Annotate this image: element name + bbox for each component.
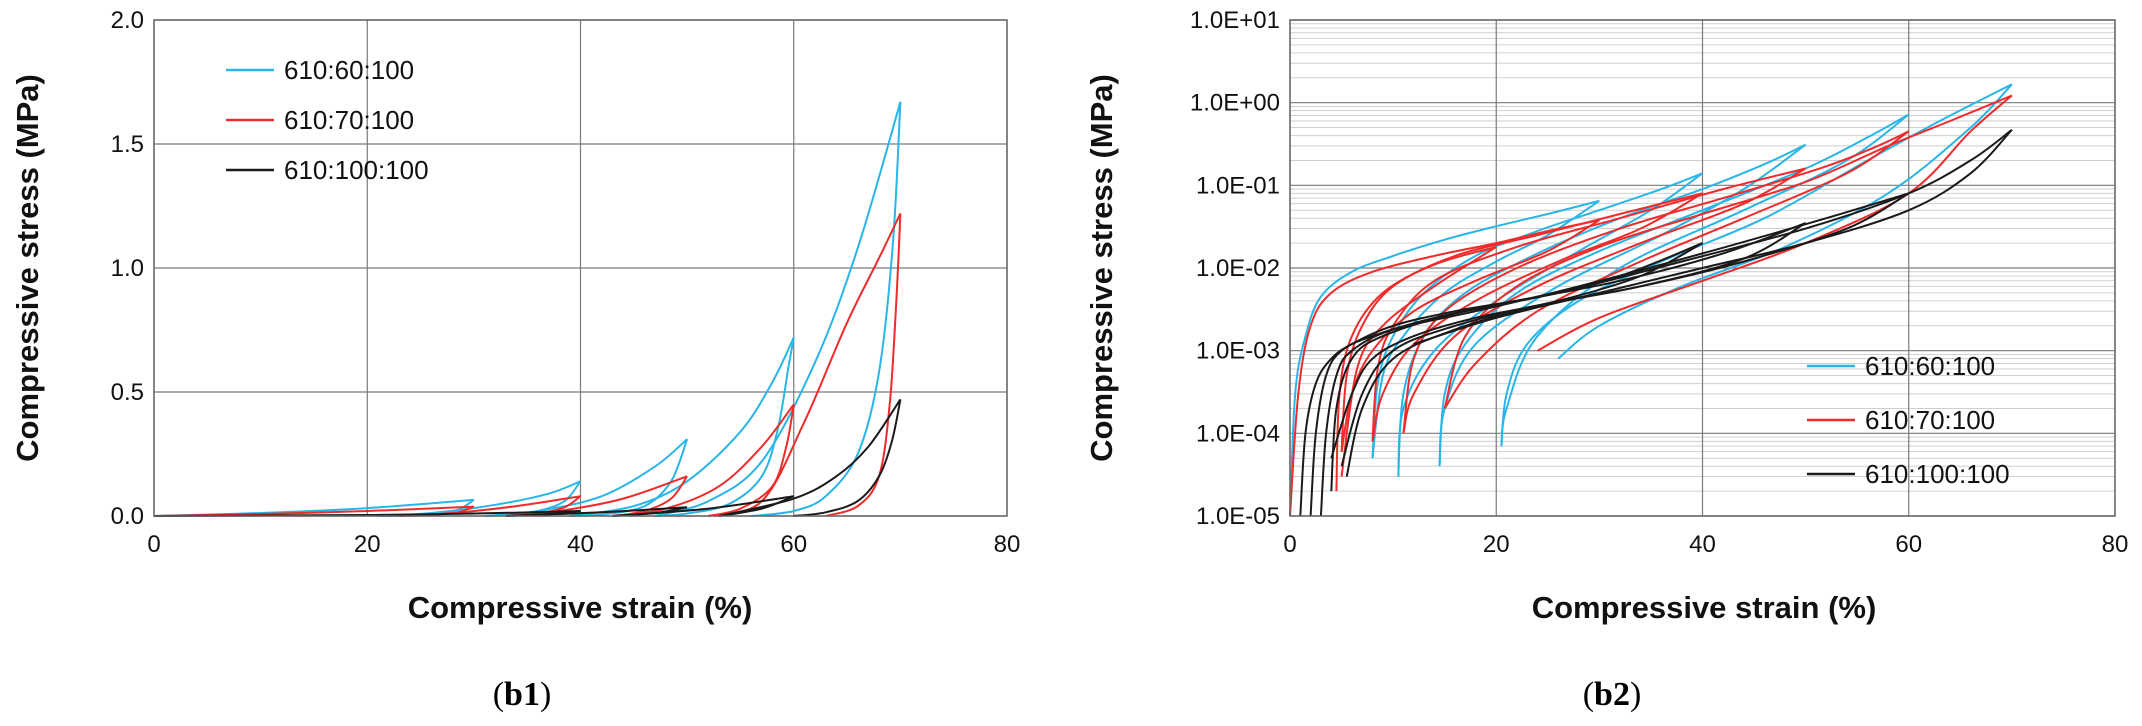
b2-series-1-cycle-4-load — [1443, 94, 2013, 409]
b1-x-tick-label: 40 — [567, 531, 594, 558]
b2-plot-frame — [1289, 19, 2116, 517]
b1-series-0-cycle-4-unload — [750, 101, 902, 517]
b2-series-1-cycle-5-load — [1335, 245, 1497, 492]
b2-series-0-cycle-1-load — [1371, 172, 1703, 459]
chart-b1: 0.0 0.5 1.0 1.5 2.0 0 20 40 60 80 Compressive st… — [10, 7, 1020, 713]
b2-y-tick-label: 1.0E-05 — [1196, 503, 1280, 530]
b1-plot-frame — [153, 19, 1008, 517]
b2-x-tick-labels: 0 20 40 60 80 — [1283, 531, 2128, 558]
b1-legend-label: 610:100:100 — [284, 155, 429, 185]
b1-y-tick-label: 0.5 — [111, 379, 144, 406]
b1-series-2-cycle-3-load — [718, 398, 902, 517]
b2-series-1-cycle-3-unload — [1443, 130, 1910, 409]
b2-series-1-cycle-0-load — [1289, 219, 1600, 517]
b1-series-2-cycle-2-load — [612, 495, 794, 517]
b1-x-tick-label: 0 — [147, 531, 160, 558]
b2-legend: 610:60:100 610:70:100 610:100:100 — [1807, 351, 2010, 489]
b2-series-1-cycle-2-load — [1371, 167, 1806, 442]
b1-panel-label: (b1) — [493, 676, 552, 713]
b1-y-tick-label: 2.0 — [111, 7, 144, 34]
b1-series-1-cycle-4-unload — [825, 213, 902, 517]
b1-x-tick-label: 20 — [354, 531, 381, 558]
b2-x-tick-label: 80 — [2102, 531, 2129, 558]
b2-legend-label: 610:70:100 — [1865, 405, 1995, 435]
b2-series-0-cycle-3-unload — [1500, 113, 1910, 447]
b2-x-tick-label: 60 — [1895, 531, 1922, 558]
b2-series-1-cycle-2-unload — [1402, 167, 1807, 434]
b2-series-0-cycle-1-unload — [1397, 172, 1704, 477]
chart-b2: 1.0E-05 1.0E-04 1.0E-03 1.0E-02 1.0E-01 1.0E+… — [1084, 7, 2128, 713]
b2-series-2-cycle-3-unload — [1413, 129, 2013, 346]
b1-series-1-cycle-3-load — [612, 403, 795, 517]
b1-y-tick-label: 1.0 — [111, 255, 144, 282]
b1-x-axis-title: Compressive strain (%) — [408, 590, 753, 625]
b2-x-tick-label: 40 — [1689, 531, 1716, 558]
b1-series-0-cycle-2-unload — [569, 438, 689, 517]
b1-series-0-cycle-3-load — [569, 336, 795, 517]
b1-y-tick-label: 1.5 — [111, 131, 144, 158]
b2-series-2-cycle-3-load — [1330, 128, 2013, 492]
b1-series-2-cycle-1-load — [505, 506, 688, 517]
b2-series-2-cycle-2-load — [1319, 192, 1910, 517]
b2-series-1-cycle-5-unload — [1340, 246, 1497, 477]
b2-series-0-cycle-0-unload — [1371, 199, 1600, 459]
b1-legend: 610:60:100 610:70:100 610:100:100 — [226, 55, 429, 185]
b2-x-tick-label: 0 — [1283, 531, 1296, 558]
b1-x-tick-labels: 0 20 40 60 80 — [147, 531, 1020, 558]
b1-x-tick-label: 60 — [780, 531, 807, 558]
b2-curves — [1289, 83, 2013, 517]
b2-y-tick-label: 1.0E-02 — [1196, 255, 1280, 282]
b2-series-2-cycle-0-load — [1299, 242, 1703, 517]
b2-series-2-cycle-1-load — [1309, 222, 1806, 517]
b1-y-axis-title: Compressive stress (MPa) — [10, 74, 45, 462]
b2-series-1-cycle-1-unload — [1371, 192, 1703, 442]
b1-legend-label: 610:70:100 — [284, 105, 414, 135]
b1-series-0-cycle-4-load — [654, 101, 902, 517]
b2-y-tick-label: 1.0E+00 — [1190, 90, 1280, 117]
b2-x-tick-label: 20 — [1483, 531, 1510, 558]
b1-series-0-cycle-2-load — [484, 438, 688, 517]
b2-y-tick-labels: 1.0E-05 1.0E-04 1.0E-03 1.0E-02 1.0E-01 1.0E+… — [1190, 7, 1280, 530]
b2-panel-label: (b2) — [1583, 676, 1642, 713]
b2-legend-label: 610:100:100 — [1865, 459, 2010, 489]
b1-series-0-cycle-3-unload — [655, 337, 795, 517]
b1-gridlines — [153, 19, 1008, 517]
b1-curves — [153, 101, 902, 518]
b2-y-tick-label: 1.0E+01 — [1190, 7, 1280, 34]
b1-x-tick-label: 80 — [994, 531, 1021, 558]
b1-y-tick-label: 0.0 — [111, 503, 144, 530]
b2-x-axis-title: Compressive strain (%) — [1532, 590, 1877, 625]
b2-y-tick-label: 1.0E-04 — [1196, 420, 1280, 447]
b2-series-0-cycle-4-unload — [1557, 83, 2013, 360]
b2-series-0-cycle-3-load — [1438, 113, 1910, 467]
b1-series-2-cycle-3-unload — [793, 399, 902, 517]
b1-y-tick-labels: 0.0 0.5 1.0 1.5 2.0 — [111, 7, 144, 530]
b2-y-axis-title: Compressive stress (MPa) — [1084, 74, 1119, 462]
b2-series-0-cycle-2-load — [1397, 143, 1807, 477]
b2-y-tick-label: 1.0E-03 — [1196, 338, 1280, 365]
b2-series-0-cycle-0-load — [1289, 199, 1600, 517]
b2-series-0-cycle-4-load — [1500, 83, 2013, 447]
b2-y-tick-label: 1.0E-01 — [1196, 172, 1280, 199]
b1-legend-label: 610:60:100 — [284, 55, 414, 85]
b2-legend-label: 610:60:100 — [1865, 351, 1995, 381]
